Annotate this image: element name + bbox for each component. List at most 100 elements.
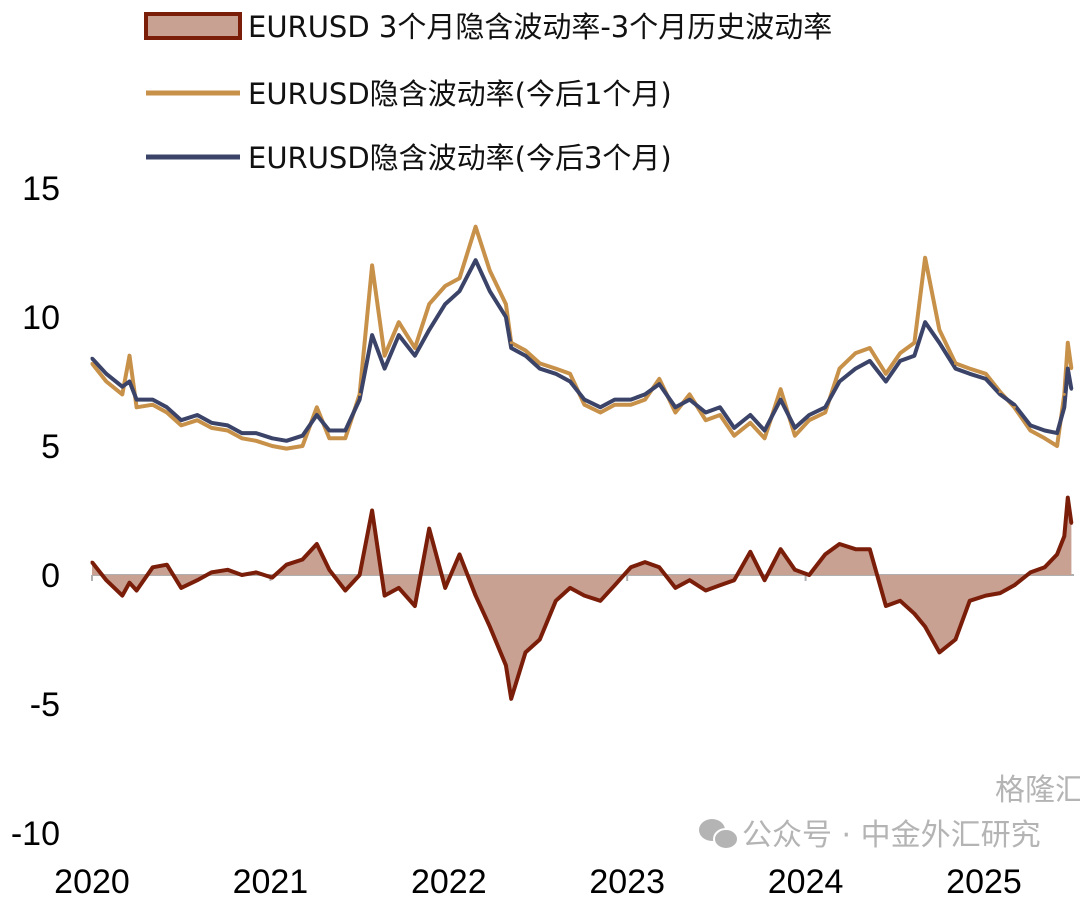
vol-3m-point (195, 413, 199, 417)
spread-point (688, 578, 692, 582)
vol-3m-point (613, 398, 617, 402)
vol-3m-point (1069, 387, 1073, 391)
vol-3m-point (397, 333, 401, 337)
vol-3m-point (458, 289, 462, 293)
spread-point (284, 563, 288, 567)
vol-1m-point (1066, 341, 1070, 345)
vol-1m-point (327, 436, 331, 440)
vol-3m-point (657, 382, 661, 386)
spread-point (854, 547, 858, 551)
vol-3m-point (598, 405, 602, 409)
y-tick-label: 10 (22, 299, 60, 337)
vol-1m-point (504, 302, 508, 306)
vol-1m-point (718, 413, 722, 417)
y-tick-label: 5 (41, 428, 60, 466)
vol-1m-point (732, 434, 736, 438)
vol-1m-point (358, 392, 362, 396)
spread-point (598, 599, 602, 603)
watermark: 公众号 · 中金外汇研究 格隆汇 (699, 773, 1080, 853)
vol-3m-point (226, 423, 230, 427)
spread-point (151, 565, 155, 569)
vol-3m-point (474, 258, 478, 262)
spread-point (554, 599, 558, 603)
vol-3m-point (953, 367, 957, 371)
legend: EURUSD 3个月隐含波动率-3个月历史波动率 EURUSD隐含波动率(今后1… (144, 10, 832, 175)
vol-1m-point (704, 418, 708, 422)
vol-3m-point (673, 405, 677, 409)
vol-1m-point (301, 444, 305, 448)
x-tick-label: 2021 (233, 863, 309, 901)
spread-point (427, 527, 431, 531)
spread-point (937, 650, 941, 654)
vol-3m-point (629, 398, 633, 402)
spread-point (823, 552, 827, 556)
vol-1m-point (179, 423, 183, 427)
spread-point (524, 650, 528, 654)
vol-1m-point (854, 351, 858, 355)
vol-3m-point (554, 372, 558, 376)
vol-3m-point (998, 392, 1002, 396)
spread-point (327, 568, 331, 572)
vol-1m-point (613, 403, 617, 407)
vol-3m-point (270, 436, 274, 440)
vol-3m-point (315, 413, 319, 417)
spread-point (254, 570, 258, 574)
spread-point (718, 583, 722, 587)
vol-1m-point (397, 320, 401, 324)
spread-point (301, 558, 305, 562)
spread-point (135, 588, 139, 592)
vol-3m-point (301, 434, 305, 438)
spread-point (657, 565, 661, 569)
legend-label-1m: EURUSD隐含波动率(今后1个月) (248, 77, 672, 111)
vol-1m-point (488, 269, 492, 273)
plot-area (90, 224, 1074, 701)
y-tick-label: 15 (22, 170, 60, 208)
spread-point (509, 697, 513, 701)
spread-point (1055, 552, 1059, 556)
vol-3m-point (104, 372, 108, 376)
spread-point (568, 586, 572, 590)
spread-point (343, 588, 347, 592)
vol-3m-point (779, 398, 783, 402)
vol-3m-point (413, 354, 417, 358)
vol-3m-point (1043, 429, 1047, 433)
spread-point (165, 563, 169, 567)
vol-3m-point (1028, 423, 1032, 427)
vol-1m-point (474, 225, 478, 229)
vol-3m-point (823, 405, 827, 409)
vol-1m-point (165, 410, 169, 414)
vol-1m-point (1069, 367, 1073, 371)
vol-3m-point (427, 328, 431, 332)
vol-3m-point (793, 426, 797, 430)
vol-3m-point (165, 405, 169, 409)
vol-1m-point (568, 372, 572, 376)
vol-1m-point (1028, 429, 1032, 433)
spread-point (732, 578, 736, 582)
spread-point (210, 570, 214, 574)
vol-1m-point (779, 387, 783, 391)
vol-3m-point (568, 380, 572, 383)
vol-3m-point (748, 413, 752, 417)
vol-3m-point (127, 380, 131, 383)
spread-point (673, 586, 677, 590)
x-tick-label: 2025 (946, 863, 1022, 901)
vol-1m-point (151, 403, 155, 407)
vol-1m-point (524, 349, 528, 353)
vol-3m-point (254, 431, 258, 435)
vol-1m-point (413, 346, 417, 350)
vol-1m-point (598, 410, 602, 414)
vol-3m-point (704, 410, 708, 414)
vol-3m-point (120, 385, 124, 389)
vol-3m-point (343, 429, 347, 433)
spread-point (104, 578, 108, 582)
vol-1m-point (629, 403, 633, 407)
spread-point (898, 599, 902, 603)
vol-3m-point (968, 372, 972, 376)
vol-1m-point (673, 410, 677, 414)
vol-1m-point (370, 263, 374, 267)
vol-1m-point (643, 398, 647, 402)
spread-point (413, 604, 417, 608)
spread-point (127, 581, 131, 585)
vol-3m-point (984, 377, 988, 381)
